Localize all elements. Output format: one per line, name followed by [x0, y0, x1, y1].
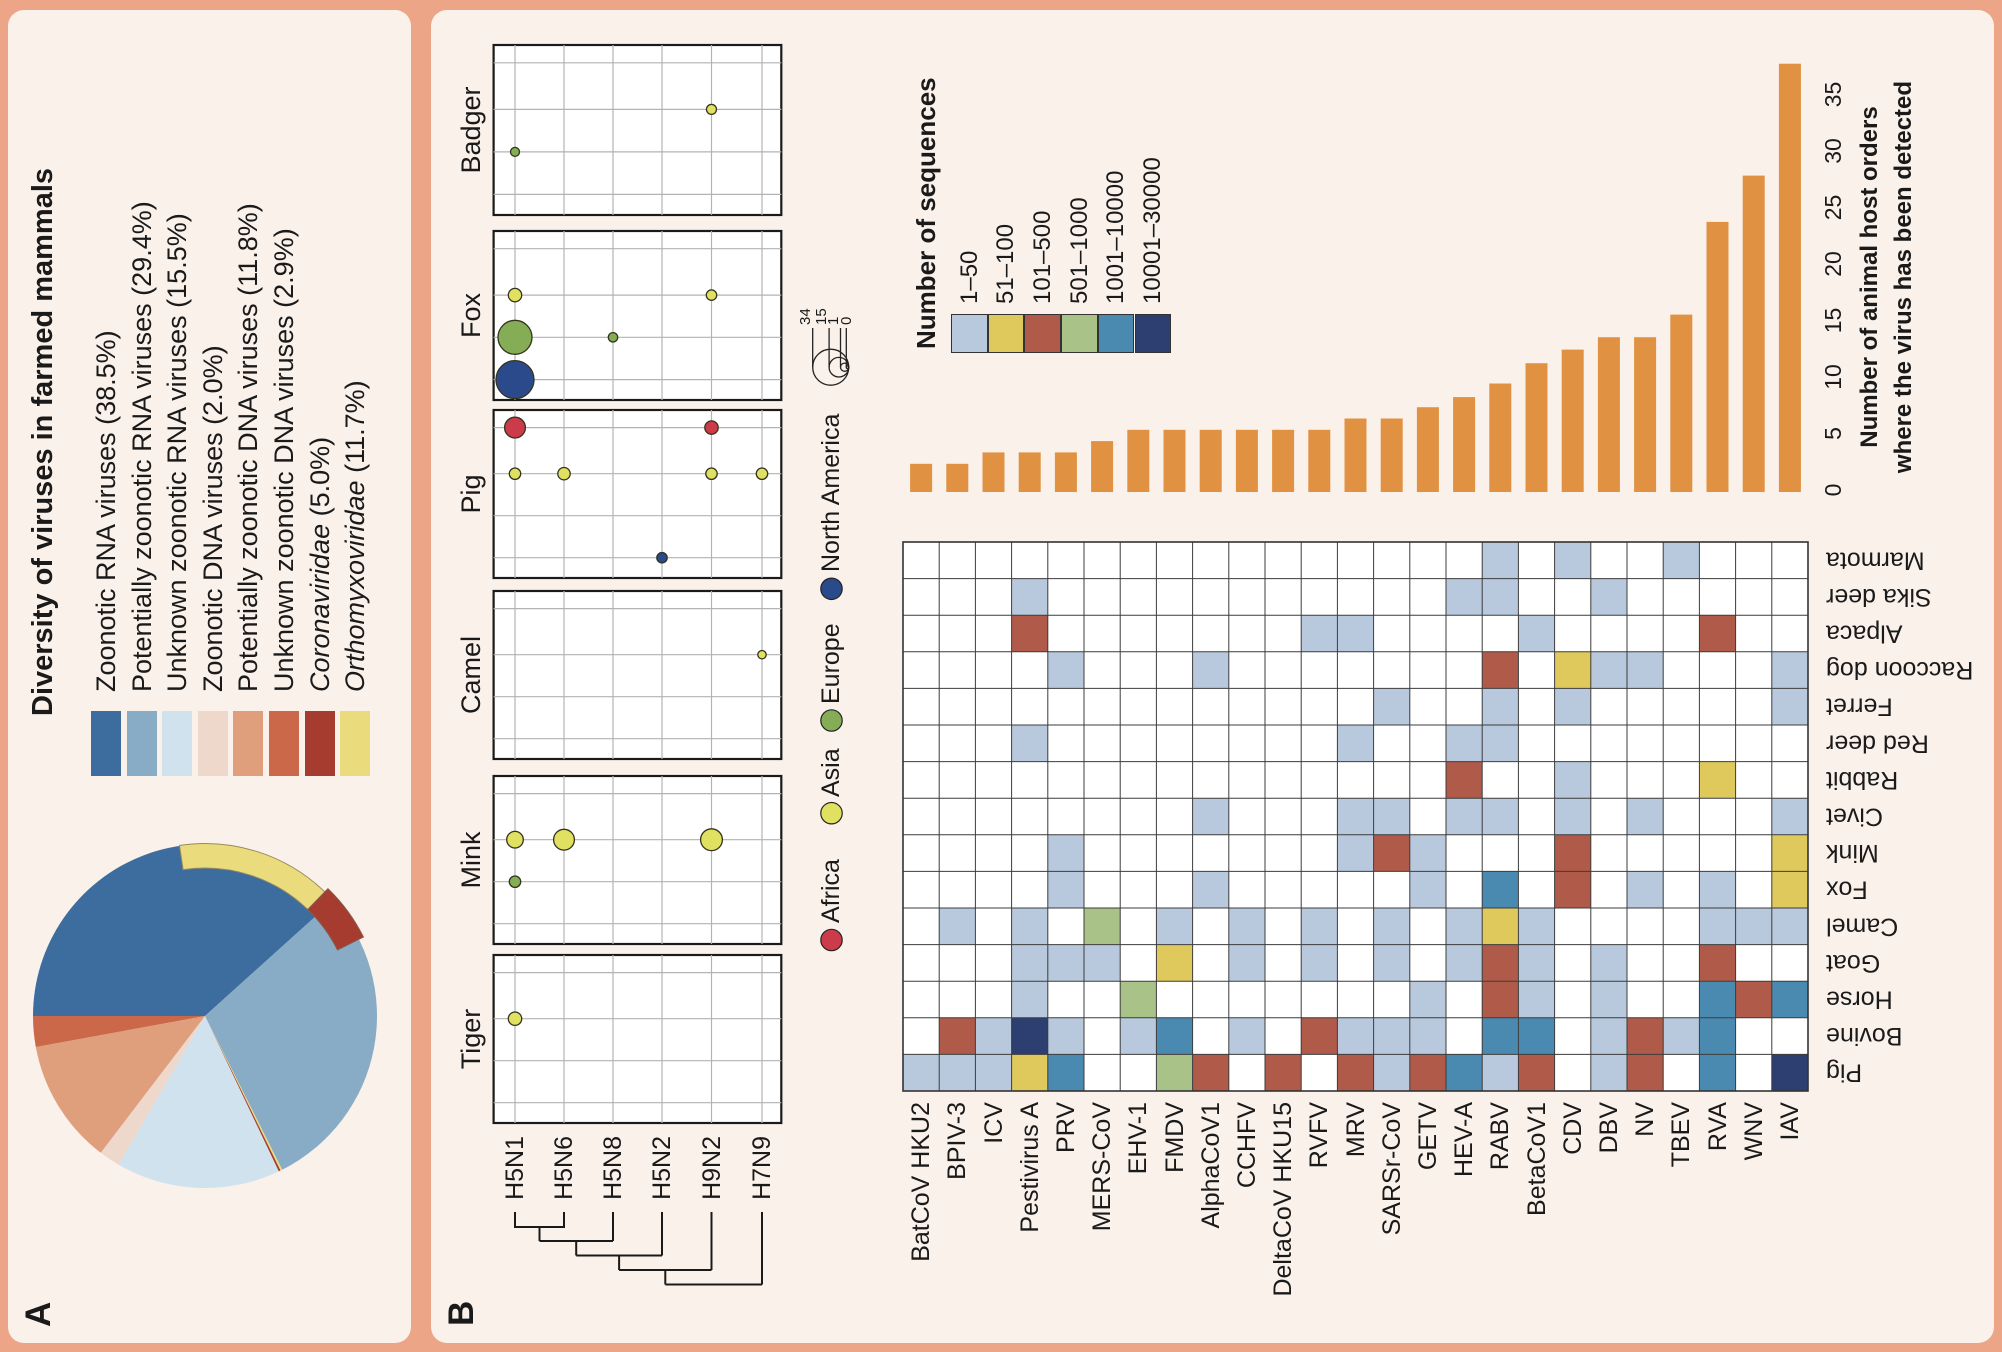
svg-text:Camel: Camel — [1826, 912, 1898, 940]
svg-text:Rabbit: Rabbit — [1826, 766, 1898, 794]
svg-text:Sika deer: Sika deer — [1826, 583, 1932, 611]
svg-text:Pig: Pig — [1826, 1059, 1862, 1087]
svg-text:Fox: Fox — [1826, 876, 1868, 904]
svg-text:Ferret: Ferret — [1826, 693, 1893, 721]
svg-text:Red deer: Red deer — [1826, 729, 1929, 757]
svg-text:Bovine: Bovine — [1826, 1022, 1902, 1050]
svg-text:Raccoon dog: Raccoon dog — [1826, 656, 1973, 684]
svg-text:Civet: Civet — [1826, 803, 1883, 831]
svg-text:Mink: Mink — [1826, 839, 1879, 867]
svg-text:Alpaca: Alpaca — [1826, 620, 1903, 648]
svg-text:Goat: Goat — [1826, 949, 1880, 977]
svg-text:Horse: Horse — [1826, 986, 1893, 1014]
svg-text:Marmota: Marmota — [1826, 546, 1925, 574]
